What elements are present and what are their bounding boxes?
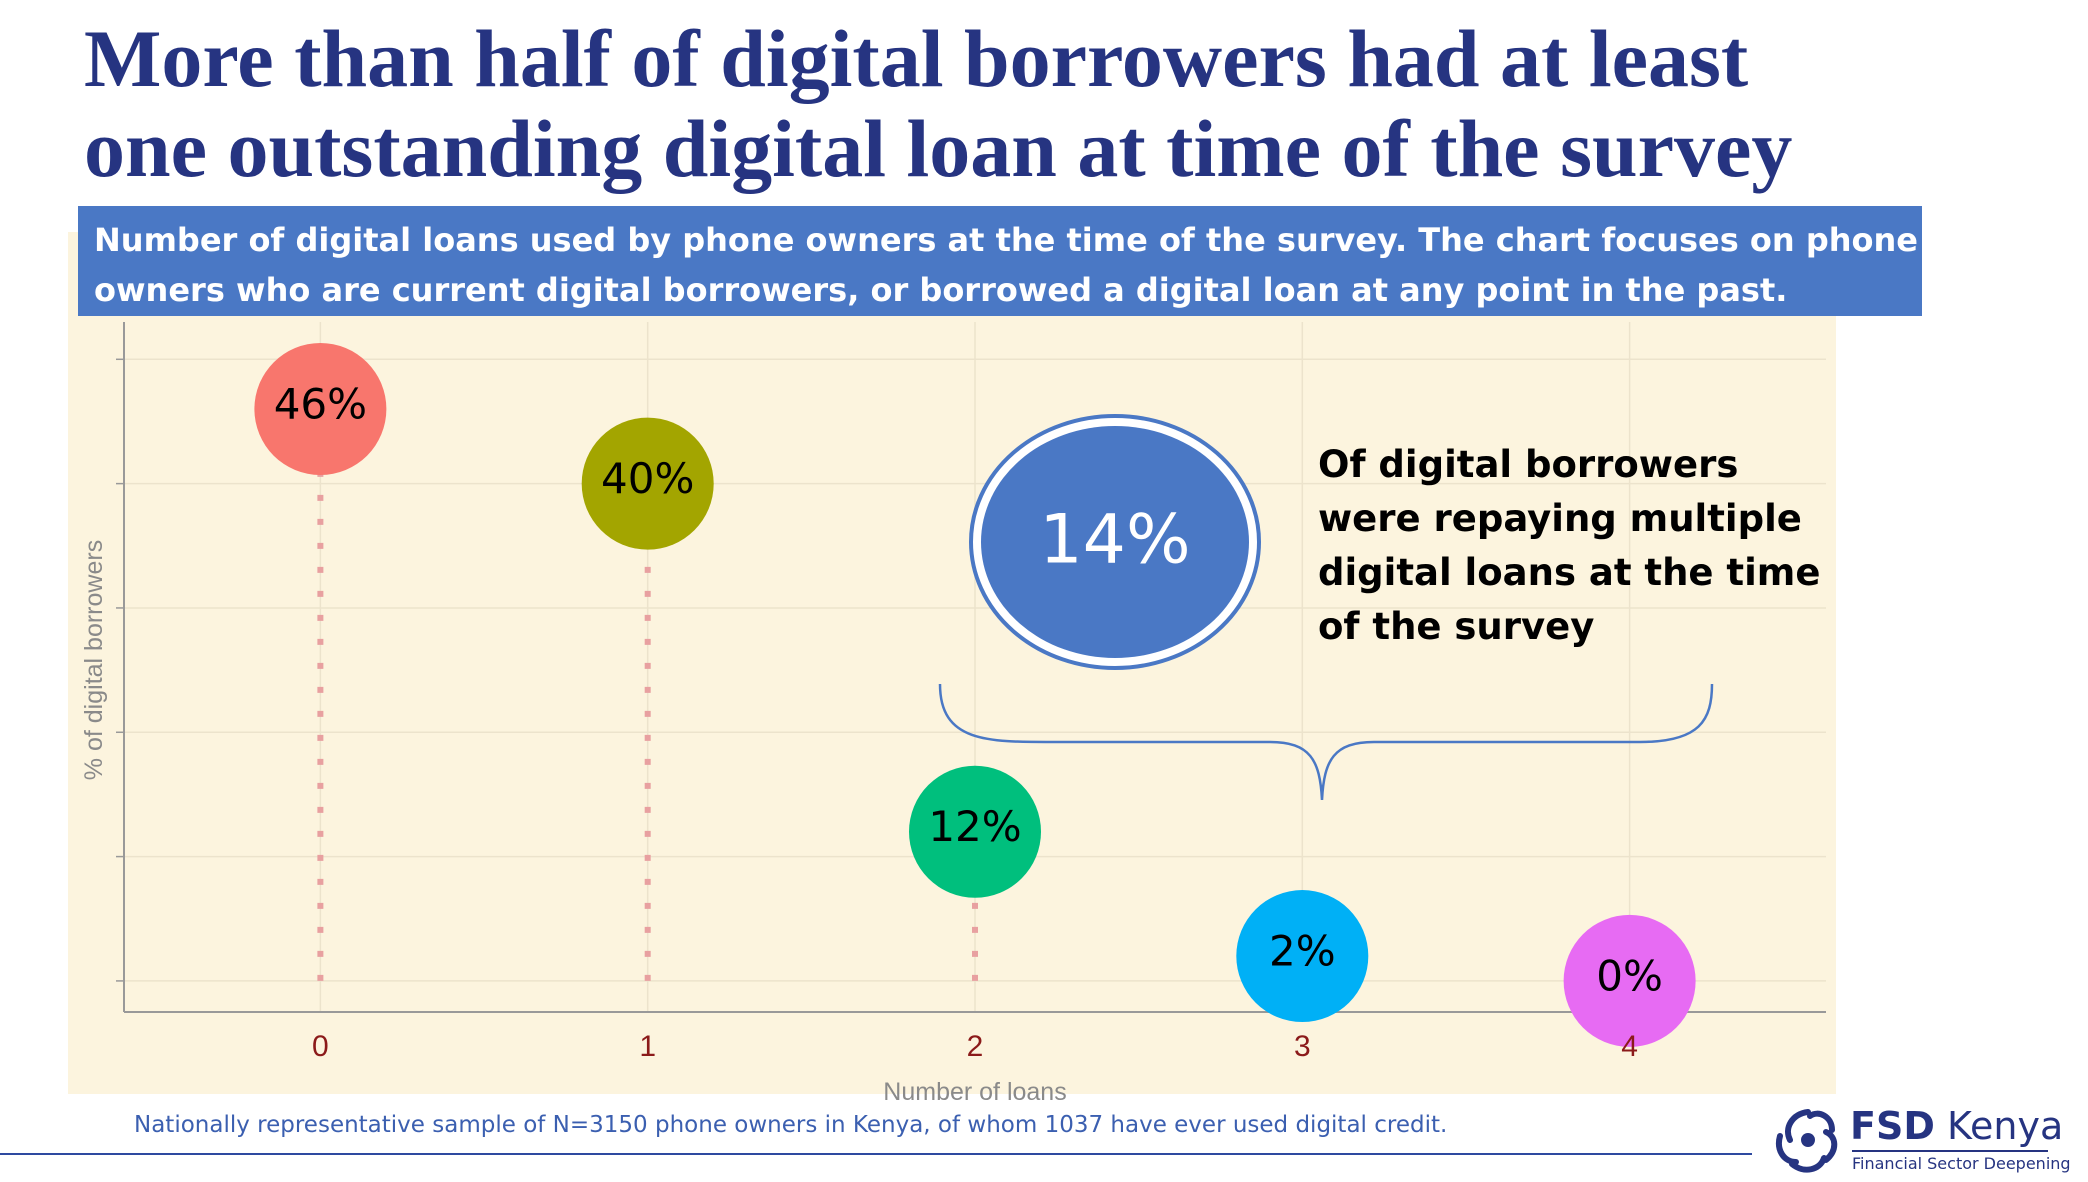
x-tick-label: 3 xyxy=(1294,1030,1311,1063)
fsd-kenya-logo: FSD Kenya Financial Sector Deepening xyxy=(1770,1102,2080,1178)
chart-subtitle-band: Number of digital loans used by phone ow… xyxy=(78,206,1922,316)
data-label: 12% xyxy=(928,802,1021,851)
data-label: 0% xyxy=(1596,951,1663,1000)
subtitle-line-1: Number of digital loans used by phone ow… xyxy=(94,221,1918,259)
y-axis-title: % of digital borrowers xyxy=(80,540,108,780)
data-label: 2% xyxy=(1269,927,1336,976)
logo-wordmark: FSD Kenya xyxy=(1850,1104,2063,1148)
title-line-1: More than half of digital borrowers had … xyxy=(84,13,1749,104)
x-tick-label: 1 xyxy=(639,1030,656,1063)
data-point xyxy=(581,417,714,550)
data-point xyxy=(1563,914,1696,1047)
highlight-ellipse xyxy=(981,426,1249,658)
subtitle-line-2: owners who are current digital borrowers… xyxy=(94,271,1788,309)
highlight-value: 14% xyxy=(1039,501,1190,580)
annotation-line-1: Of digital borrowers xyxy=(1318,443,1739,486)
swirl-logo-icon xyxy=(1776,1109,1838,1173)
data-label: 46% xyxy=(274,380,367,429)
title-line-2: one outstanding digital loan at time of … xyxy=(84,103,1793,194)
data-point xyxy=(909,765,1041,898)
data-label: 40% xyxy=(601,454,694,503)
data-point xyxy=(1236,890,1369,1023)
annotation-line-4: of the survey xyxy=(1318,605,1595,648)
logo-tagline: Financial Sector Deepening xyxy=(1852,1154,2071,1173)
data-point xyxy=(254,343,387,476)
logo-name-bold: FSD xyxy=(1850,1104,1935,1148)
brace-bracket xyxy=(938,683,1714,801)
x-tick-label: 2 xyxy=(967,1030,984,1063)
x-tick-label: 0 xyxy=(312,1030,329,1063)
x-axis-title: Number of loans xyxy=(883,1078,1066,1106)
page-title: More than half of digital borrowers had … xyxy=(84,14,2064,194)
x-tick-label: 4 xyxy=(1621,1030,1638,1063)
logo-name-rest: Kenya xyxy=(1946,1104,2064,1148)
footer-divider xyxy=(0,1153,1752,1155)
footnote: Nationally representative sample of N=31… xyxy=(134,1112,1448,1138)
annotation-line-2: were repaying multiple xyxy=(1318,497,1802,540)
annotation-line-3: digital loans at the time xyxy=(1318,551,1821,594)
logo-divider xyxy=(1852,1150,2048,1152)
highlight-annotation: Of digital borrowers were repaying multi… xyxy=(1318,438,1878,654)
